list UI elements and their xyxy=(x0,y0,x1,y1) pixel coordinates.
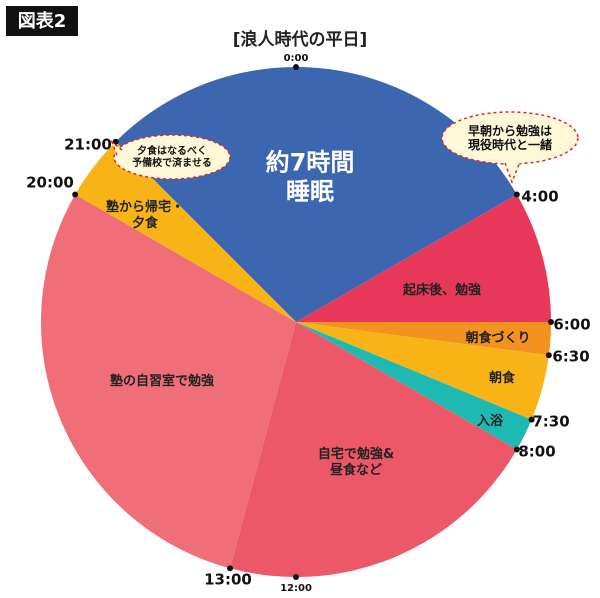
clock-label: 4:00 xyxy=(521,188,558,206)
tick-dot xyxy=(227,565,234,572)
slice-label: 自宅で勉強&昼食など xyxy=(318,446,394,478)
slice-label: 約7時間睡眠 xyxy=(266,149,355,206)
slice-label: 塾の自習室で勉強 xyxy=(110,373,214,389)
pie-slice xyxy=(296,194,551,322)
callout-text: 早朝から勉強は現役時代と一緒 xyxy=(468,122,552,151)
clock-label: 0:00 xyxy=(284,53,309,64)
pie-slice xyxy=(115,66,517,322)
tick-dot xyxy=(293,574,299,580)
tick-dot xyxy=(72,191,79,198)
pie-slice xyxy=(230,322,517,578)
slice-label-line: 塾の自習室で勉強 xyxy=(110,373,214,389)
pie xyxy=(40,66,551,578)
slice-label: 起床後、勉強 xyxy=(402,282,481,298)
clock-label: 20:00 xyxy=(26,174,74,192)
slice-label-line: 入浴 xyxy=(477,413,504,429)
tick-dot xyxy=(548,319,554,325)
tick-dot xyxy=(293,64,299,70)
callout-text-line: 現役時代と一緒 xyxy=(468,137,552,152)
tick-dot xyxy=(528,416,535,423)
badge-bg xyxy=(6,6,78,36)
slice-label-line: 朝食づくり xyxy=(465,330,530,346)
callout-text-line: 夕食はなるべく xyxy=(137,144,207,157)
clock-label: 12:00 xyxy=(280,583,312,594)
slice-label-line: 睡眠 xyxy=(286,177,334,205)
callout-tail xyxy=(504,161,521,185)
clock-label: 6:00 xyxy=(553,316,590,334)
slice-label-line: 塾から帰宅・ xyxy=(106,199,184,215)
pie-slice xyxy=(296,322,549,420)
callout-text-line: 早朝から勉強は xyxy=(468,122,552,137)
tick-dot xyxy=(545,352,552,359)
slice-label-line: 起床後、勉強 xyxy=(402,282,481,298)
chart-title: [浪人時代の平日] xyxy=(233,29,368,50)
tick-dot xyxy=(513,191,520,198)
slice-label-line: 約7時間 xyxy=(266,149,355,177)
slice-label-line: 夕食 xyxy=(132,214,159,230)
callout-text-line: 予備校で済ませる xyxy=(132,156,212,169)
clock-label: 21:00 xyxy=(64,136,112,154)
clock-label: 6:30 xyxy=(552,348,589,366)
clock-label: 8:00 xyxy=(518,443,555,461)
clock-label: 13:00 xyxy=(204,571,252,589)
tick-dot xyxy=(112,138,119,145)
badge: 図表2 xyxy=(18,10,67,32)
clock-label: 7:30 xyxy=(532,413,569,431)
pie-slice xyxy=(40,194,296,569)
pie-slice xyxy=(296,322,532,450)
slice-label-line: 朝食 xyxy=(489,370,516,386)
tick-dot xyxy=(513,446,520,453)
slice-label: 朝食づくり xyxy=(465,330,530,346)
slice-label-line: 自宅で勉強& xyxy=(318,446,394,462)
slice-label: 入浴 xyxy=(477,413,504,429)
pie-slice xyxy=(296,322,551,356)
callout-tail xyxy=(110,139,123,159)
pie-slice xyxy=(75,141,297,322)
slice-label: 塾から帰宅・夕食 xyxy=(106,199,184,231)
slice-label-line: 昼食など xyxy=(330,461,382,477)
slice-label: 朝食 xyxy=(489,370,516,386)
callout-bubble xyxy=(113,134,231,180)
callout-bubble xyxy=(441,111,579,165)
callout-text: 夕食はなるべく予備校で済ませる xyxy=(132,144,212,169)
